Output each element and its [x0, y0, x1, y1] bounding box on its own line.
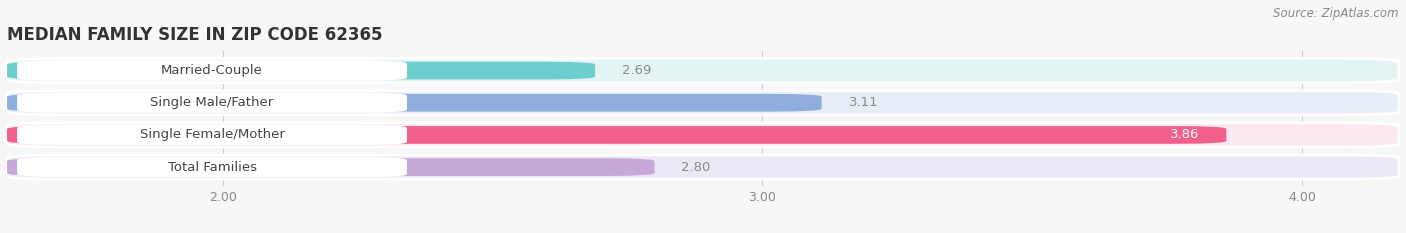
FancyBboxPatch shape: [7, 123, 1399, 147]
FancyBboxPatch shape: [7, 91, 1399, 115]
FancyBboxPatch shape: [18, 93, 406, 112]
FancyBboxPatch shape: [18, 126, 406, 144]
FancyBboxPatch shape: [18, 61, 406, 80]
FancyBboxPatch shape: [7, 58, 1399, 83]
Text: 2.69: 2.69: [621, 64, 651, 77]
FancyBboxPatch shape: [18, 158, 406, 177]
FancyBboxPatch shape: [7, 155, 1399, 179]
Text: Single Male/Father: Single Male/Father: [150, 96, 274, 109]
FancyBboxPatch shape: [7, 158, 654, 176]
FancyBboxPatch shape: [7, 94, 821, 112]
Text: Total Families: Total Families: [167, 161, 256, 174]
Text: Single Female/Mother: Single Female/Mother: [139, 128, 284, 141]
FancyBboxPatch shape: [7, 62, 595, 79]
Text: 3.11: 3.11: [849, 96, 879, 109]
Text: 3.86: 3.86: [1170, 128, 1199, 141]
Text: Source: ZipAtlas.com: Source: ZipAtlas.com: [1274, 7, 1399, 20]
Text: 2.80: 2.80: [682, 161, 711, 174]
Text: MEDIAN FAMILY SIZE IN ZIP CODE 62365: MEDIAN FAMILY SIZE IN ZIP CODE 62365: [7, 26, 382, 44]
FancyBboxPatch shape: [7, 126, 1226, 144]
Text: Married-Couple: Married-Couple: [162, 64, 263, 77]
